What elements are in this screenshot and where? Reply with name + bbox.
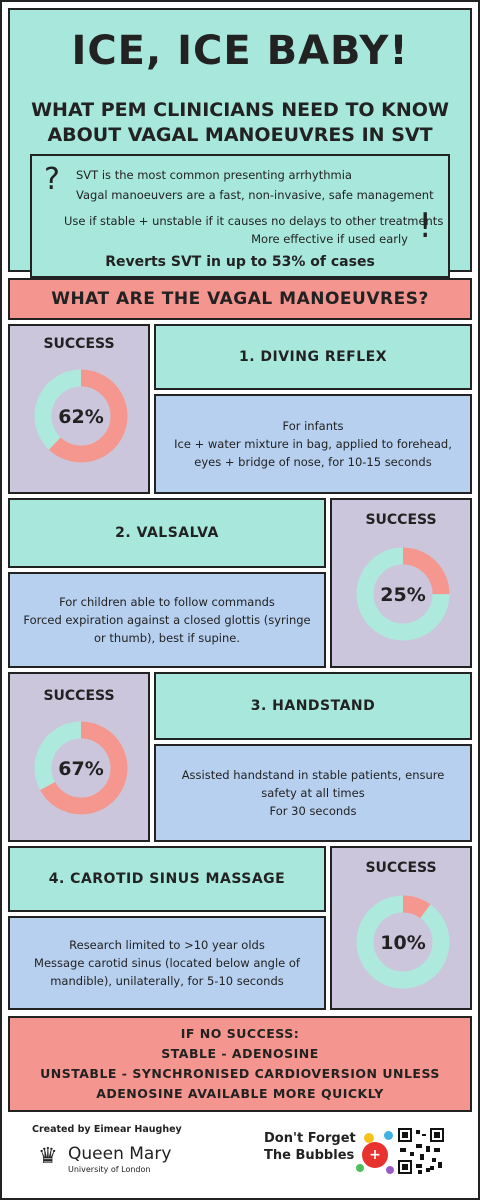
manoeuvre-desc-3: Assisted handstand in stable patients, e… bbox=[172, 766, 455, 820]
donut-fill-3 bbox=[34, 721, 128, 815]
success-percent-4: 10% bbox=[380, 932, 425, 954]
exclamation-icon: ! bbox=[418, 206, 432, 246]
desc-line: Ice + water mixture in bag, applied to f… bbox=[174, 437, 452, 451]
donut-fill-1 bbox=[34, 369, 128, 463]
success-panel-2: SUCCESS 25% bbox=[330, 498, 472, 668]
org-name: Queen Mary bbox=[68, 1144, 172, 1164]
header-panel: ICE, ICE BABY! WHAT PEM CLINICIANS NEED … bbox=[8, 8, 472, 278]
org-subname: University of London bbox=[68, 1165, 151, 1174]
desc-line: Forced expiration against a closed glott… bbox=[23, 613, 311, 627]
intro-line-1: SVT is the most common presenting arrhyt… bbox=[76, 168, 352, 182]
desc-line: Assisted handstand in stable patients, e… bbox=[181, 768, 445, 782]
manoeuvre-desc-panel-3: Assisted handstand in stable patients, e… bbox=[154, 744, 472, 842]
crest-icon: ♛ bbox=[38, 1144, 58, 1169]
success-label-1: SUCCESS bbox=[43, 336, 115, 352]
manoeuvre-desc-1: For infants Ice + water mixture in bag, … bbox=[164, 417, 462, 471]
desc-line: or thumb), best if supine. bbox=[93, 631, 241, 645]
intro-line-3: Use if stable + unstable if it causes no… bbox=[64, 214, 444, 228]
desc-line: Message carotid sinus (located below ang… bbox=[34, 956, 300, 970]
manoeuvre-title-3: 3. HANDSTAND bbox=[250, 698, 376, 714]
success-panel-3: SUCCESS 67% bbox=[8, 672, 150, 842]
desc-line: mandible), unilaterally, for 5-10 second… bbox=[50, 974, 284, 988]
manoeuvre-title-panel-4: 4. CAROTID SINUS MASSAGE bbox=[8, 846, 326, 912]
manoeuvre-title-panel-2: 2. VALSALVA bbox=[8, 498, 326, 568]
desc-line: safety at all times bbox=[261, 786, 365, 800]
success-panel-4: SUCCESS 10% bbox=[330, 846, 472, 1010]
manoeuvre-desc-panel-4: Research limited to >10 year olds Messag… bbox=[8, 916, 326, 1010]
dftb-line-1: Don't Forget bbox=[264, 1131, 356, 1146]
manoeuvre-title-2: 2. VALSALVA bbox=[115, 525, 219, 541]
success-donut-4: 10% bbox=[356, 895, 450, 989]
desc-line: eyes + bridge of nose, for 10-15 seconds bbox=[194, 455, 432, 469]
intro-line-4: More effective if used early bbox=[251, 232, 408, 246]
desc-line: Research limited to >10 year olds bbox=[69, 938, 265, 952]
manoeuvre-title-1: 1. DIVING REFLEX bbox=[238, 349, 388, 365]
fallback-panel: IF NO SUCCESS: STABLE - ADENOSINE UNSTAB… bbox=[8, 1016, 472, 1112]
intro-line-5: Reverts SVT in up to 53% of cases bbox=[105, 254, 375, 270]
manoeuvre-desc-2: For children able to follow commands For… bbox=[13, 593, 320, 647]
success-label-2: SUCCESS bbox=[365, 512, 437, 528]
success-label-3: SUCCESS bbox=[43, 688, 115, 704]
fallback-line-2: STABLE - ADENOSINE bbox=[161, 1046, 319, 1061]
question-icon: ? bbox=[44, 162, 60, 197]
desc-line: For 30 seconds bbox=[269, 804, 357, 818]
intro-line-2: Vagal manoeuvers are a fast, non-invasiv… bbox=[76, 188, 434, 202]
intro-box: ? SVT is the most common presenting arrh… bbox=[30, 154, 450, 278]
manoeuvre-desc-4: Research limited to >10 year olds Messag… bbox=[24, 936, 310, 990]
author-credit: Created by Eimear Haughey bbox=[32, 1124, 182, 1135]
donut-fill-4 bbox=[356, 895, 450, 989]
fallback-line-1: IF NO SUCCESS: bbox=[180, 1026, 300, 1041]
section-heading-panel: WHAT ARE THE VAGAL MANOEUVRES? bbox=[8, 278, 472, 320]
manoeuvre-desc-panel-2: For children able to follow commands For… bbox=[8, 572, 326, 668]
fallback-text: IF NO SUCCESS: STABLE - ADENOSINE UNSTAB… bbox=[40, 1024, 440, 1104]
manoeuvre-title-panel-1: 1. DIVING REFLEX bbox=[154, 324, 472, 390]
desc-line: For infants bbox=[282, 419, 344, 433]
success-panel-1: SUCCESS 62% bbox=[8, 324, 150, 494]
success-percent-2: 25% bbox=[380, 584, 425, 606]
success-label-4: SUCCESS bbox=[365, 860, 437, 876]
success-percent-1: 62% bbox=[58, 406, 103, 428]
page-subtitle: WHAT PEM CLINICIANS NEED TO KNOW ABOUT V… bbox=[31, 99, 449, 146]
manoeuvre-title-panel-3: 3. HANDSTAND bbox=[154, 672, 472, 740]
success-donut-1: 62% bbox=[34, 369, 128, 463]
qr-code[interactable] bbox=[396, 1126, 446, 1176]
fallback-line-4: ADENOSINE AVAILABLE MORE QUICKLY bbox=[96, 1086, 384, 1101]
manoeuvre-title-4: 4. CAROTID SINUS MASSAGE bbox=[48, 871, 286, 887]
success-donut-2: 25% bbox=[356, 547, 450, 641]
desc-line: For children able to follow commands bbox=[59, 595, 275, 609]
dftb-line-2: The Bubbles bbox=[264, 1148, 355, 1163]
manoeuvre-desc-panel-1: For infants Ice + water mixture in bag, … bbox=[154, 394, 472, 494]
fallback-line-3: UNSTABLE - SYNCHRONISED CARDIOVERSION UN… bbox=[40, 1066, 440, 1081]
page-title: ICE, ICE BABY! bbox=[71, 28, 409, 74]
success-percent-3: 67% bbox=[58, 758, 103, 780]
success-donut-3: 67% bbox=[34, 721, 128, 815]
section-heading: WHAT ARE THE VAGAL MANOEUVRES? bbox=[51, 289, 429, 309]
donut-fill-2 bbox=[356, 547, 450, 641]
queen-mary-logo: ♛ Queen Mary University of London bbox=[38, 1140, 178, 1180]
dftb-logo-text: Don't Forget The Bubbles bbox=[264, 1130, 356, 1164]
